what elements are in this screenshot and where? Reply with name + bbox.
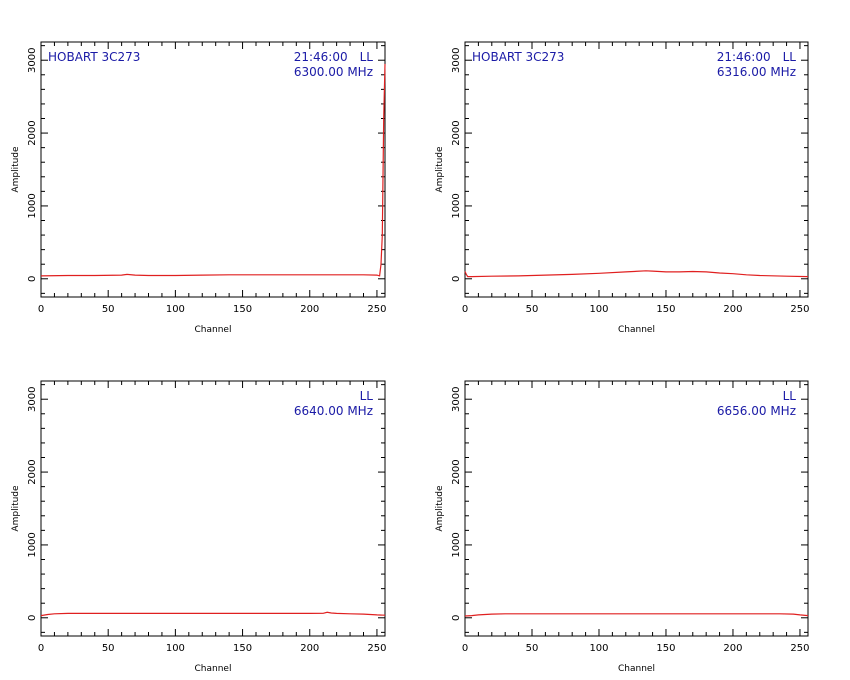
polarization-label: LL xyxy=(360,50,374,64)
y-tick-label: 2000 xyxy=(27,120,38,145)
x-tick-label: 250 xyxy=(790,304,809,315)
source-name: HOBART 3C273 xyxy=(472,50,564,64)
x-tick-label: 150 xyxy=(233,304,252,315)
panel-2: 0 50 100 150 200 250 0 1000 2000 3000 Channel Ampli… xyxy=(435,41,810,335)
x-tick-label: 150 xyxy=(656,643,675,654)
time-polarization: 21:46:00 LL xyxy=(294,50,374,64)
x-tick-label: 150 xyxy=(656,304,675,315)
x-tick-label: 0 xyxy=(462,304,468,315)
polarization-label: LL xyxy=(783,389,797,403)
frequency-label: 6300.00 MHz xyxy=(294,65,373,79)
time-label: 21:46:00 xyxy=(717,50,771,64)
y-tick-label: 0 xyxy=(27,615,38,621)
x-tick-label: 200 xyxy=(300,304,319,315)
y-tick-label: 3000 xyxy=(451,386,462,411)
y-tick-label: 3000 xyxy=(27,47,38,72)
x-tick-label: 50 xyxy=(526,643,539,654)
y-tick-label: 1000 xyxy=(27,193,38,218)
polarization-label: LL xyxy=(783,50,797,64)
x-tick-label: 250 xyxy=(367,643,386,654)
x-tick-label: 100 xyxy=(166,304,185,315)
x-tick-label: 250 xyxy=(790,643,809,654)
x-tick-label: 200 xyxy=(723,304,742,315)
x-tick-label: 150 xyxy=(233,643,252,654)
x-tick-label: 0 xyxy=(38,304,44,315)
plot-frame xyxy=(40,380,386,637)
source-name: HOBART 3C273 xyxy=(48,50,140,64)
y-tick-label: 3000 xyxy=(27,386,38,411)
x-tick-label: 50 xyxy=(102,643,115,654)
y-tick-label: 1000 xyxy=(451,193,462,218)
y-tick-label: 3000 xyxy=(451,47,462,72)
time-polarization: LL xyxy=(783,389,797,403)
series-line-1 xyxy=(40,63,386,277)
frequency-label: 6656.00 MHz xyxy=(717,404,796,418)
x-axis-title: Channel xyxy=(195,325,232,335)
x-tick-label: 50 xyxy=(102,304,115,315)
y-axis-title: Amplitude xyxy=(11,146,21,193)
time-label: 21:46:00 xyxy=(294,50,348,64)
x-axis-title: Channel xyxy=(195,664,232,674)
y-tick-label: 1000 xyxy=(27,532,38,557)
y-tick-label: 0 xyxy=(451,276,462,282)
x-axis-title: Channel xyxy=(618,664,655,674)
panel-4: 0 50 100 150 200 250 0 1000 2000 3000 Channel Ampli… xyxy=(435,380,810,674)
time-polarization: LL xyxy=(360,389,374,403)
y-axis-title: Amplitude xyxy=(11,485,21,532)
polarization-label: LL xyxy=(360,389,374,403)
time-polarization: 21:46:00 LL xyxy=(717,50,797,64)
x-tick-label: 0 xyxy=(38,643,44,654)
plot-frame xyxy=(40,41,386,298)
x-tick-label: 100 xyxy=(589,304,608,315)
series-line-1 xyxy=(464,270,809,278)
plot-frame xyxy=(464,380,809,637)
x-axis-title: Channel xyxy=(618,325,655,335)
y-tick-label: 2000 xyxy=(451,459,462,484)
x-tick-label: 200 xyxy=(723,643,742,654)
y-axis-title: Amplitude xyxy=(435,485,445,532)
x-tick-label: 100 xyxy=(166,643,185,654)
panel-1: 0 50 100 150 200 250 0 1000 2000 3000 Channel Ampli… xyxy=(11,41,386,335)
y-tick-label: 0 xyxy=(451,615,462,621)
series-line-1 xyxy=(40,611,386,617)
frequency-label: 6640.00 MHz xyxy=(294,404,373,418)
x-tick-label: 250 xyxy=(367,304,386,315)
y-tick-label: 0 xyxy=(27,276,38,282)
panel-3: 0 50 100 150 200 250 0 1000 2000 3000 Channel Ampli… xyxy=(11,380,386,674)
frequency-label: 6316.00 MHz xyxy=(717,65,796,79)
x-tick-label: 0 xyxy=(462,643,468,654)
x-tick-label: 200 xyxy=(300,643,319,654)
plot-frame xyxy=(464,41,809,298)
y-tick-label: 2000 xyxy=(27,459,38,484)
y-tick-label: 1000 xyxy=(451,532,462,557)
series-line-1 xyxy=(464,613,809,617)
x-tick-label: 50 xyxy=(526,304,539,315)
y-tick-label: 2000 xyxy=(451,120,462,145)
y-axis-title: Amplitude xyxy=(435,146,445,193)
x-tick-label: 100 xyxy=(589,643,608,654)
